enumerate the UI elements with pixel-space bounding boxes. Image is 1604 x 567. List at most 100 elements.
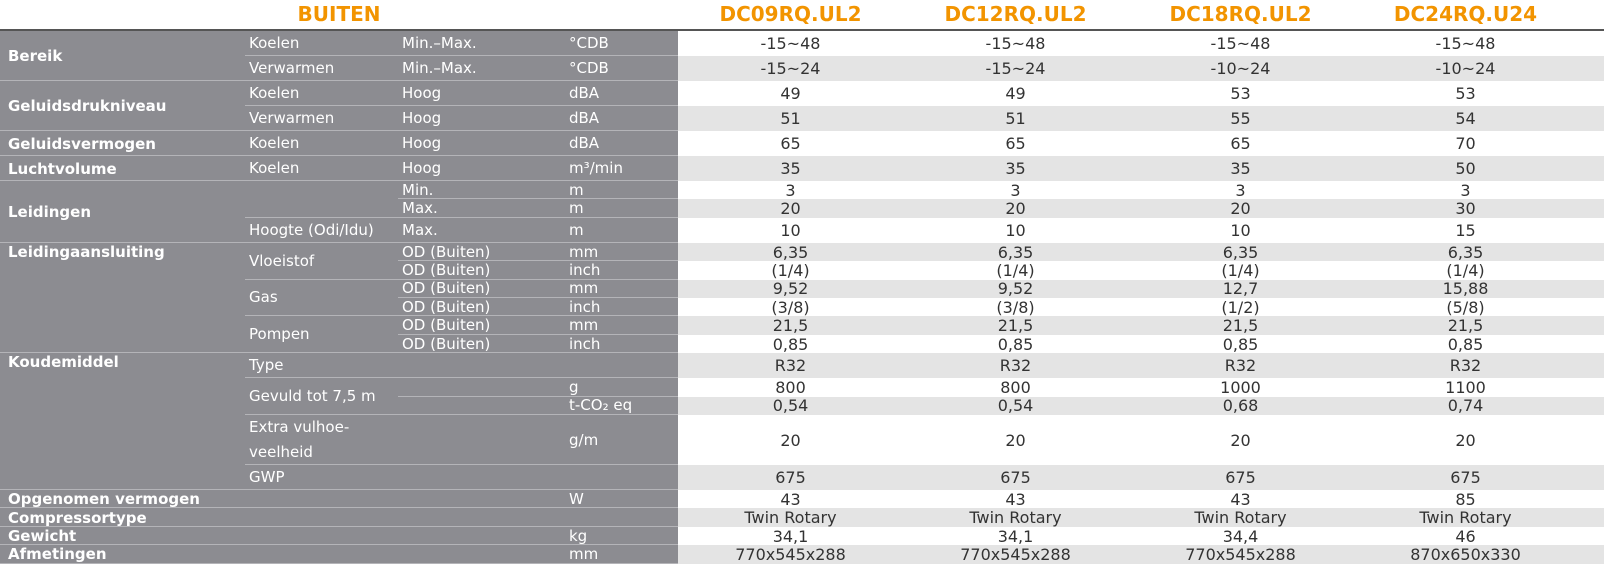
header-rule (0, 29, 1604, 31)
row-bg (0, 334, 678, 354)
row-stripe (678, 378, 1604, 397)
value: 20 (1455, 430, 1476, 450)
value: 51 (1005, 109, 1026, 128)
value: 0,74 (1447, 396, 1484, 416)
value: 675 (1000, 468, 1031, 487)
row-stripe (678, 316, 1604, 335)
header-title: BUITEN (297, 2, 381, 26)
group-label: Leidingaansluiting (8, 242, 165, 261)
row-line (0, 489, 678, 490)
group-label: Geluidsvermogen (8, 134, 156, 153)
value: 800 (775, 377, 806, 397)
value: 20 (1230, 430, 1251, 450)
value: (1/4) (1221, 260, 1260, 280)
row-bg (0, 31, 678, 56)
group-label: Leidingen (8, 202, 92, 221)
row-stripe (678, 261, 1604, 280)
subgroup-label: Extra vulhoe-veelheid (249, 418, 350, 461)
row-line (398, 297, 678, 298)
row-bg (0, 279, 678, 298)
row-bg (0, 353, 678, 379)
unit: mm (569, 316, 599, 335)
value: 21,5 (1447, 316, 1484, 336)
value: 770x545x288 (1185, 544, 1296, 564)
unit: inch (569, 334, 601, 353)
value: R32 (999, 356, 1032, 376)
row-bg (0, 106, 678, 131)
subgroup-label: Koelen (249, 84, 300, 102)
value: 3 (1235, 180, 1246, 200)
value: 6,35 (1222, 242, 1259, 262)
value: 35 (780, 159, 801, 178)
value: R32 (774, 356, 807, 376)
unit: dBA (569, 84, 600, 102)
value: 51 (780, 109, 801, 128)
value: 675 (1225, 468, 1256, 487)
subgroup-label: Koelen (249, 159, 300, 177)
value: -15~48 (985, 34, 1046, 53)
unit: g (569, 377, 579, 396)
row-line (245, 278, 678, 280)
value: 70 (1455, 134, 1476, 153)
row-line (0, 155, 678, 156)
value: 50 (1455, 159, 1476, 178)
group-label: Luchtvolume (8, 159, 117, 178)
value: 9,52 (772, 279, 809, 299)
subgroup-label: Pompen (249, 325, 310, 344)
value: Twin Rotary (744, 508, 837, 528)
value: 21,5 (997, 316, 1034, 336)
condition: OD (Buiten) (402, 316, 491, 335)
row-stripe (678, 156, 1604, 181)
unit: t-CO₂ eq (569, 396, 633, 415)
subgroup-label: Verwarmen (249, 109, 335, 127)
value: 0,85 (772, 334, 809, 354)
condition: OD (Buiten) (402, 334, 491, 353)
value: 675 (775, 468, 806, 487)
subgroup-label: GWP (249, 468, 285, 486)
row-stripe (678, 298, 1604, 317)
unit: W (569, 489, 584, 508)
condition: Max. (402, 199, 438, 218)
group-label: Koudemiddel (8, 353, 119, 372)
value: 20 (1230, 199, 1251, 219)
row-stripe (678, 217, 1604, 243)
value: 0,54 (772, 396, 809, 416)
value: 800 (1000, 377, 1031, 397)
subgroup-label: Gas (249, 288, 278, 307)
value: 6,35 (772, 242, 809, 262)
unit: inch (569, 297, 601, 316)
value: 3 (785, 180, 796, 200)
value: 0,68 (1222, 396, 1259, 416)
value: 0,85 (997, 334, 1034, 354)
row-bg (0, 378, 678, 397)
value: 34,1 (997, 526, 1034, 546)
value: 49 (1005, 84, 1026, 103)
unit: kg (569, 526, 588, 545)
row-line (245, 105, 678, 106)
model-name: DC12RQ.UL2 (944, 2, 1087, 26)
row-bg (0, 415, 678, 465)
value: -15~48 (1435, 34, 1496, 53)
unit: dBA (569, 134, 600, 152)
row-bg (0, 261, 678, 280)
value: 21,5 (1222, 316, 1259, 336)
group-label: Compressortype (8, 508, 147, 527)
unit: m (569, 180, 584, 199)
group-label: Afmetingen (8, 545, 107, 564)
row-line (398, 198, 678, 200)
value: 65 (1005, 134, 1026, 153)
value: 6,35 (1447, 242, 1484, 262)
row-line (245, 216, 678, 218)
subgroup-label: Koelen (249, 34, 300, 52)
unit: m³/min (569, 159, 623, 177)
row-bg (0, 156, 678, 181)
value: (1/4) (996, 260, 1035, 280)
unit: m (569, 220, 584, 239)
row-stripe (678, 106, 1604, 131)
row-bg (0, 490, 678, 509)
value: 3 (1010, 180, 1021, 200)
value: R32 (1449, 356, 1482, 376)
row-line (0, 80, 678, 81)
row-bg (0, 396, 678, 415)
